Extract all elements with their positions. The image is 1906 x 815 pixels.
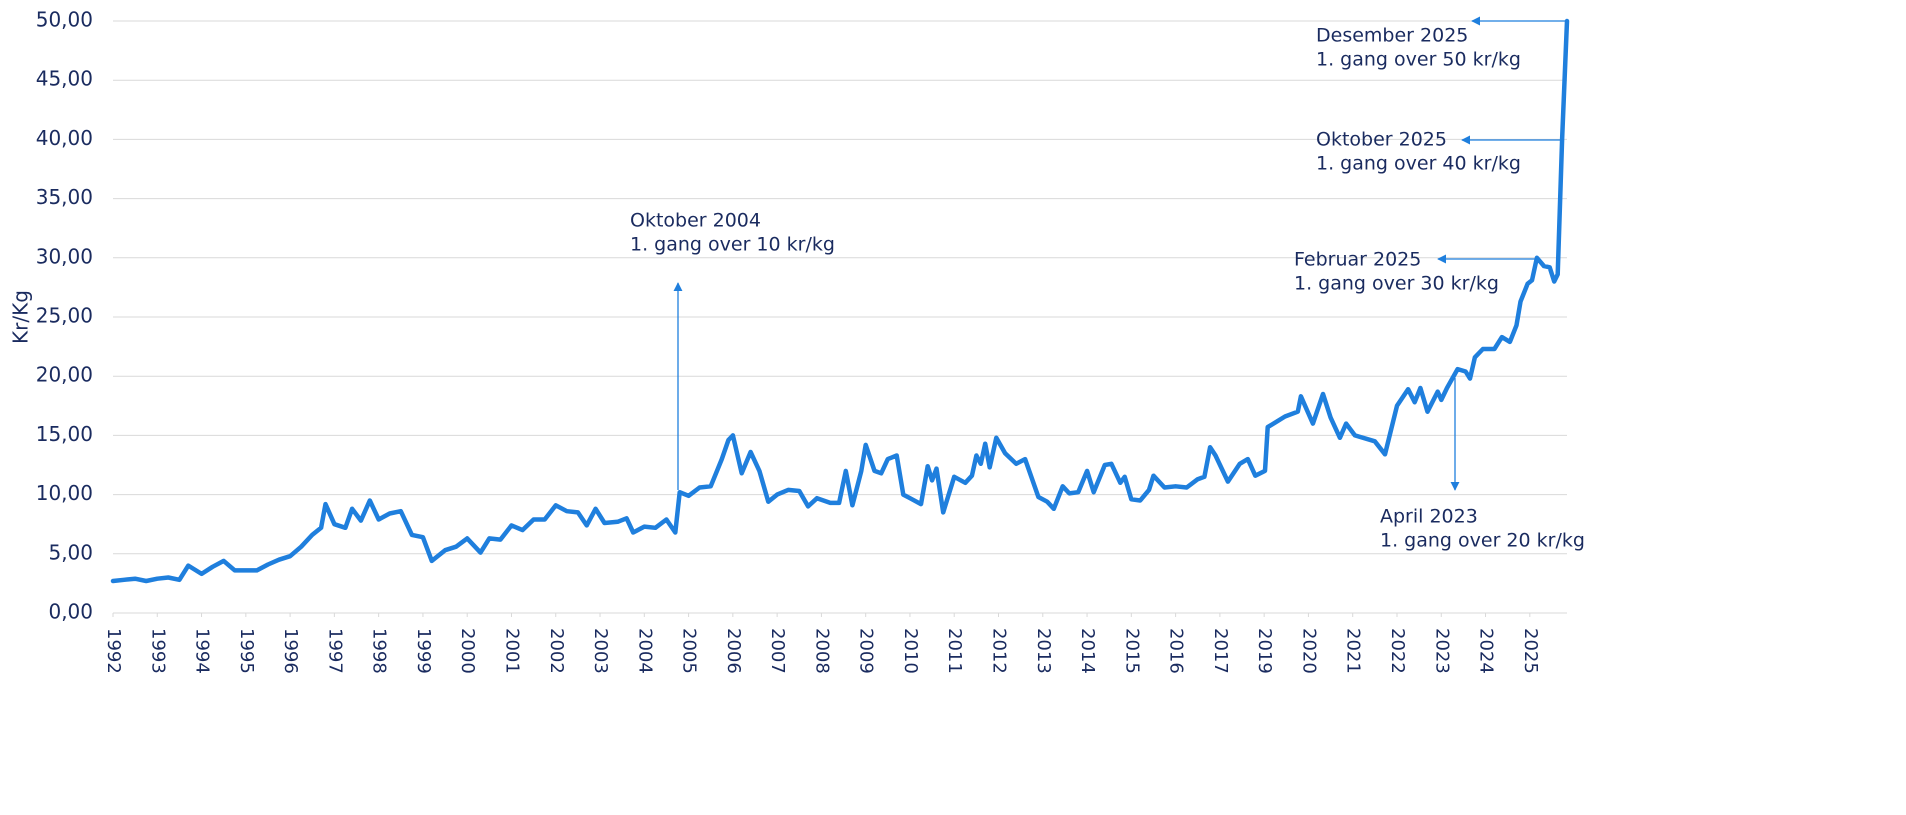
x-tick-label: 2021 bbox=[1343, 628, 1364, 674]
x-tick-label: 1992 bbox=[103, 628, 124, 674]
x-tick-label: 2023 bbox=[1431, 628, 1452, 674]
annotation-text: Februar 2025 bbox=[1294, 249, 1421, 271]
y-tick-label: 20,00 bbox=[36, 363, 93, 387]
x-tick-label: 2004 bbox=[634, 628, 655, 674]
y-tick-label: 45,00 bbox=[36, 67, 93, 91]
x-tick-label: 1998 bbox=[369, 628, 390, 674]
x-tick-label: 2002 bbox=[546, 628, 567, 674]
y-tick-label: 0,00 bbox=[48, 600, 93, 624]
x-tick-label: 1995 bbox=[236, 628, 257, 674]
x-tick-label: 2014 bbox=[1077, 628, 1098, 674]
y-tick-label: 40,00 bbox=[36, 126, 93, 150]
x-tick-label: 2015 bbox=[1121, 628, 1142, 674]
x-tick-label: 1997 bbox=[324, 628, 345, 674]
x-tick-label: 2022 bbox=[1387, 628, 1408, 674]
x-tick-label: 2011 bbox=[944, 628, 965, 674]
annotation-text: Oktober 2004 bbox=[630, 210, 761, 232]
x-tick-label: 2005 bbox=[679, 628, 700, 674]
annotation-text: Desember 2025 bbox=[1316, 25, 1468, 47]
x-tick-label: 2016 bbox=[1166, 628, 1187, 674]
x-tick-label: 2007 bbox=[767, 628, 788, 674]
x-tick-label: 1999 bbox=[413, 628, 434, 674]
x-tick-label: 2009 bbox=[856, 628, 877, 674]
y-tick-label: 25,00 bbox=[36, 304, 93, 328]
y-axis-label: Kr/Kg bbox=[9, 290, 33, 344]
y-tick-label: 35,00 bbox=[36, 185, 93, 209]
x-tick-label: 2006 bbox=[723, 628, 744, 674]
annotation-text: April 2023 bbox=[1380, 506, 1478, 528]
annotation-text: 1. gang over 30 kr/kg bbox=[1294, 273, 1499, 295]
x-tick-label: 1994 bbox=[192, 628, 213, 674]
price-line bbox=[110, 18, 1570, 584]
x-tick-label: 2017 bbox=[1210, 628, 1231, 674]
x-tick-label: 2000 bbox=[457, 628, 478, 674]
x-tick-label: 2012 bbox=[989, 628, 1010, 674]
annotation-text: 1. gang over 20 kr/kg bbox=[1380, 530, 1585, 552]
annotation-text: Oktober 2025 bbox=[1316, 129, 1447, 151]
y-tick-label: 5,00 bbox=[48, 540, 93, 564]
y-tick-label: 15,00 bbox=[36, 422, 93, 446]
x-tick-label: 2003 bbox=[590, 628, 611, 674]
x-tick-label: 2010 bbox=[900, 628, 921, 674]
x-tick-label: 1993 bbox=[147, 628, 168, 674]
x-tick-label: 1996 bbox=[280, 628, 301, 674]
x-tick-label: 2020 bbox=[1298, 628, 1319, 674]
y-tick-label: 50,00 bbox=[36, 8, 93, 32]
annotation-text: 1. gang over 40 kr/kg bbox=[1316, 153, 1521, 175]
x-tick-label: 2025 bbox=[1520, 628, 1541, 674]
annotation-text: 1. gang over 10 kr/kg bbox=[630, 234, 835, 256]
y-tick-label: 10,00 bbox=[36, 481, 93, 505]
x-tick-label: 2013 bbox=[1033, 628, 1054, 674]
x-tick-label: 2008 bbox=[811, 628, 832, 674]
x-tick-label: 2024 bbox=[1476, 628, 1497, 674]
x-tick-label: 2019 bbox=[1254, 628, 1275, 674]
x-tick-label: 2001 bbox=[501, 628, 522, 674]
annotation-text: 1. gang over 50 kr/kg bbox=[1316, 49, 1521, 71]
y-tick-label: 30,00 bbox=[36, 244, 93, 268]
